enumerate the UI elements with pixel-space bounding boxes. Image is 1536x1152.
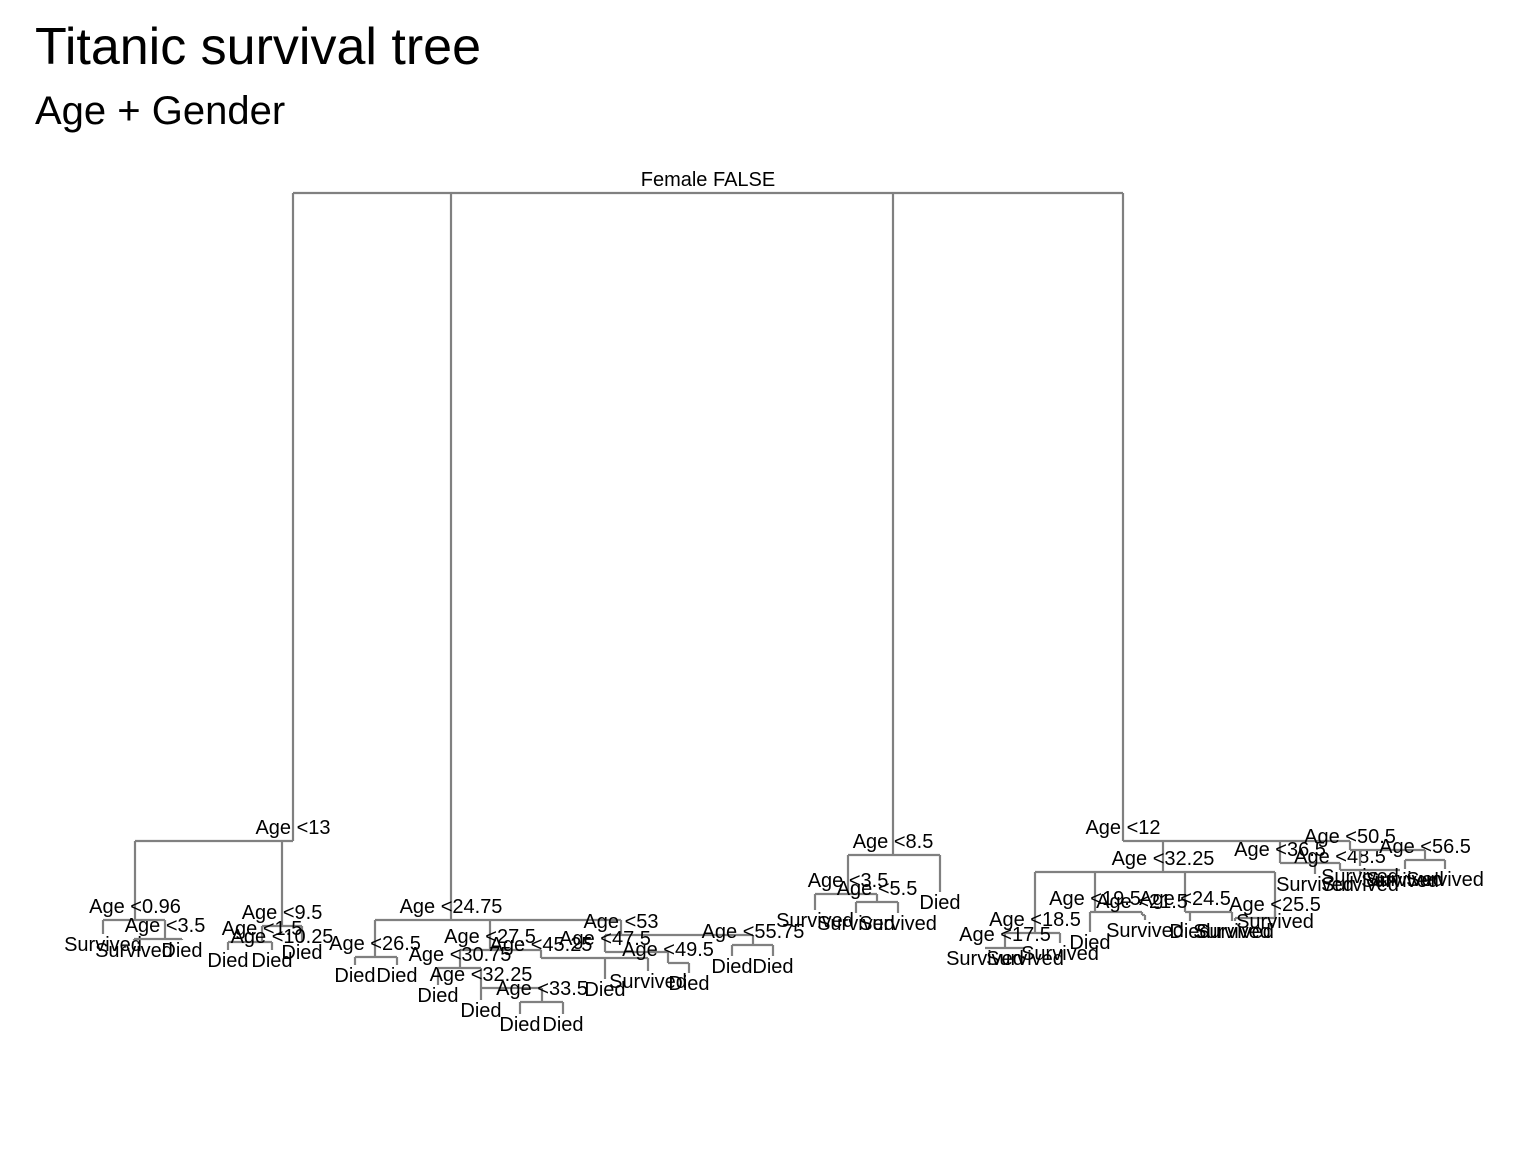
tree-leaf-label: Died — [1169, 921, 1210, 943]
tree-leaf-label: Died — [668, 973, 709, 995]
tree-split-label: Age <24.75 — [400, 896, 503, 918]
tree-leaf-label: Died — [711, 956, 752, 978]
tree-split-label: Age <30.75 — [409, 944, 512, 966]
tree-split-label: Age <53 — [583, 911, 658, 933]
tree-split-label: Age <45.25 — [490, 934, 593, 956]
tree-split-label: Age <19.5 — [1049, 888, 1141, 910]
tree-split-label: Age <47.5 — [559, 928, 651, 950]
tree-leaf-label: Survived — [986, 948, 1064, 970]
tree-leaf-label: Died — [251, 950, 292, 972]
tree-leaf-label: Survived — [1193, 921, 1271, 943]
tree-split-label: Age <17.5 — [959, 924, 1051, 946]
tree-leaf-label: Survived — [1366, 869, 1444, 891]
tree-split-label: Age <0.96 — [89, 896, 181, 918]
tree-leaf-label: Survived — [1321, 874, 1399, 896]
tree-split-label: Age <8.5 — [853, 831, 934, 853]
tree-split-label: Age <24.5 — [1139, 888, 1231, 910]
tree-leaf-label: Died — [919, 892, 960, 914]
tree-split-label: Age <55.75 — [702, 921, 805, 943]
tree-split-label: Female FALSE — [641, 169, 776, 191]
tree-leaf-label: Survived — [946, 948, 1024, 970]
tree-leaf-label: Died — [281, 942, 322, 964]
tree-leaf-label: Survived — [1361, 870, 1439, 892]
tree-split-label: Age <21.5 — [1096, 891, 1188, 913]
tree-leaf-label: Died — [417, 985, 458, 1007]
tree-split-label: Age <50.5 — [1304, 826, 1396, 848]
tree-leaf-label: Died — [584, 979, 625, 1001]
tree-leaf-label: Died — [542, 1014, 583, 1036]
tree-leaf-label: Age <10.25 — [231, 926, 334, 948]
tree-split-label: Age <3.5 — [125, 915, 206, 937]
tree-split-label: Age <25.5 — [1229, 894, 1321, 916]
tree-leaf-label: Survived — [1406, 869, 1484, 891]
chart-subtitle: Age + Gender — [35, 89, 286, 133]
tree-leaf-label: Survived — [1276, 874, 1354, 896]
tree-leaf-label: Survived — [64, 934, 142, 956]
tree-split-label: Age <27.5 — [444, 926, 536, 948]
tree-leaf-label: Died — [752, 956, 793, 978]
tree-leaf-label: Survived — [1106, 920, 1184, 942]
tree-split-label: Age <5.5 — [837, 878, 918, 900]
tree-leaf-label: Survived — [95, 940, 173, 962]
tree-leaf-label: Survived — [1196, 921, 1274, 943]
tree-leaf-label: Died — [460, 1000, 501, 1022]
tree-split-label: Age <3.5 — [808, 870, 889, 892]
tree-split-label: Age <36.5 — [1234, 839, 1326, 861]
tree-leaf-label: Died — [334, 965, 375, 987]
tree-leaf-label: Survived — [776, 910, 854, 932]
tree-split-label: Age <33.5 — [496, 978, 588, 1000]
tree-leaf-label: Died — [376, 965, 417, 987]
tree-split-label: Age <9.5 — [242, 902, 323, 924]
tree-split-label: Age <56.5 — [1379, 836, 1471, 858]
tree-split-label: Age <13 — [255, 817, 330, 839]
tree-split-label: Age <26.5 — [329, 933, 421, 955]
tree-split-label: Age <12 — [1085, 817, 1160, 839]
tree-leaf-label: Survived — [1021, 943, 1099, 965]
chart-title: Titanic survival tree — [35, 18, 481, 76]
tree-split-label: Age <32.25 — [1112, 848, 1215, 870]
tree-leaf-label: Survived — [1236, 911, 1314, 933]
tree-leaf-label: Died — [499, 1014, 540, 1036]
tree-leaf-label: Survived — [859, 913, 937, 935]
tree-leaf-label: Died — [1069, 932, 1110, 954]
tree-leaf-label: Survived — [817, 913, 895, 935]
tree-split-label: Age <18.5 — [989, 909, 1081, 931]
tree-split-label: Age <32.25 — [430, 964, 533, 986]
tree-split-label: Age <48.5 — [1294, 846, 1386, 868]
tree-leaf-label: Died — [161, 940, 202, 962]
tree-leaf-label: Survived — [609, 971, 687, 993]
tree-split-label: Age <49.5 — [622, 939, 714, 961]
tree-leaf-label: Died — [207, 950, 248, 972]
tree-split-label: Age <1.5 — [222, 918, 303, 940]
tree-leaf-label: Survived — [1321, 866, 1399, 888]
